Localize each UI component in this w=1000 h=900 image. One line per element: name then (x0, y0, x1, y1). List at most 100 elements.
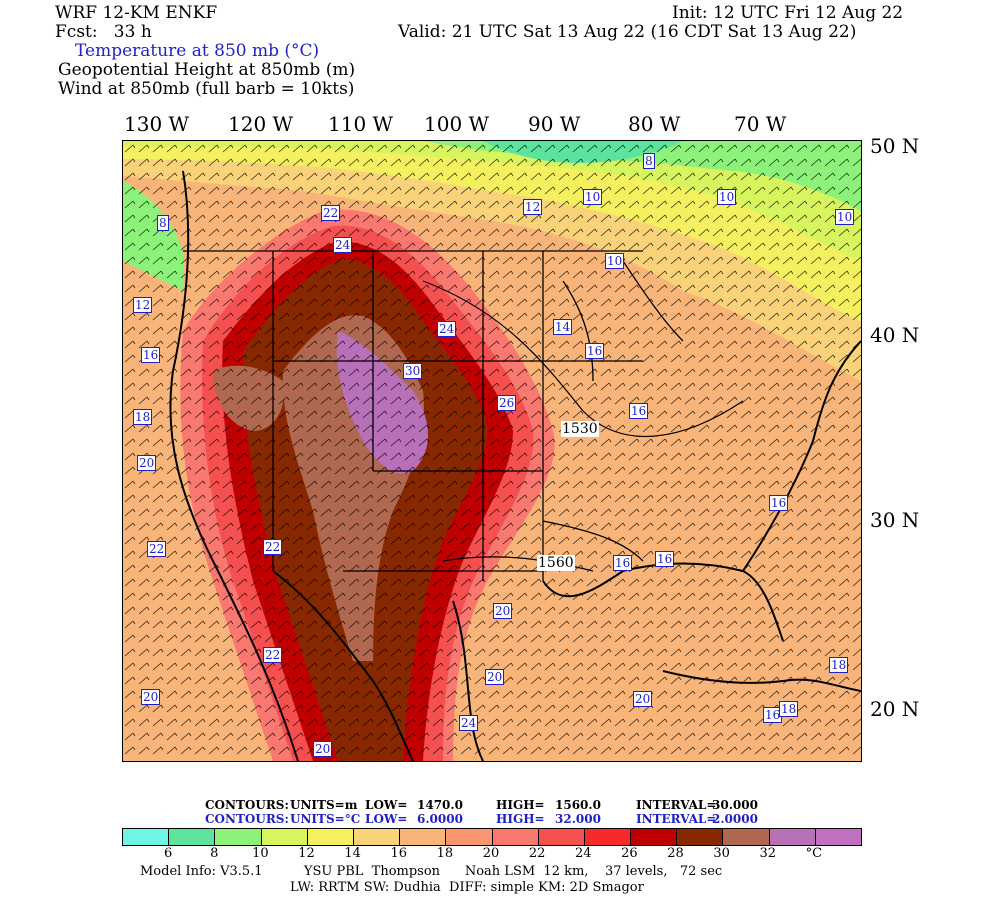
west-coast (169, 170, 299, 761)
temp-contour-label: 22 (147, 541, 167, 557)
model-info: Model Info: V3.5.1 YSU PBL Thompson Noah… (140, 864, 723, 879)
state-borders (183, 250, 644, 581)
lat-label: 50 N (870, 134, 920, 158)
color-bar-swatch (815, 829, 861, 845)
color-bar-tick: 16 (390, 846, 408, 861)
lon-label: 100 W (424, 112, 490, 136)
temp-contour-label: 18 (779, 701, 799, 717)
color-bar-swatch (538, 829, 585, 845)
temp-interval-value: 2.0000 (712, 812, 758, 826)
lon-label: 130 W (124, 112, 190, 136)
temp-low-value: 6.0000 (417, 812, 463, 826)
height-units: UNITS=m (290, 798, 358, 812)
temp-contour-label: 20 (485, 669, 505, 685)
field-wind-title: Wind at 850mb (full barb = 10kts) (58, 79, 355, 99)
lat-label: 30 N (870, 508, 920, 532)
color-bar-tick: 30 (713, 846, 730, 861)
temp-contour-label: 20 (141, 689, 161, 705)
color-bar-swatch (584, 829, 632, 845)
color-bar-tick: 8 (210, 846, 219, 861)
color-bar-tick: 6 (163, 846, 173, 861)
temp-contour-label: 16 (655, 551, 675, 567)
color-bar-swatch (677, 829, 724, 845)
temp-contour-label: 22 (321, 205, 341, 221)
color-bar-swatch (123, 829, 170, 845)
temp-contour-label: 18 (133, 409, 153, 425)
lon-label: 80 W (628, 112, 681, 136)
temp-contour-label: 20 (137, 455, 157, 471)
weather-map: 8 8 10 10 10 10 12 12 14 16 16 16 16 16 … (122, 140, 862, 762)
temp-contour-label: 8 (157, 215, 169, 231)
height-contour-label: 1560 (537, 555, 575, 571)
temp-units: UNITS=°C (290, 812, 361, 826)
color-bar-swatch (631, 829, 678, 845)
height-low-label: LOW= (365, 798, 408, 812)
color-bar-swatch (400, 829, 447, 845)
temp-contour-label: 20 (313, 741, 333, 757)
lon-label: 70 W (734, 112, 787, 136)
temperature-color-bar (122, 828, 862, 846)
great-lakes (562, 260, 684, 382)
temp-contour-label: 16 (613, 555, 633, 571)
color-bar-tick: 22 (528, 846, 546, 861)
model-title: WRF 12-KM ENKF (55, 3, 218, 23)
temp-contour-label: 16 (141, 347, 161, 363)
color-bar-swatch (353, 829, 401, 845)
temp-contour-label: 30 (403, 363, 423, 379)
height-contour-label: CONTOURS: (205, 798, 289, 812)
color-bar-tick: 12 (298, 846, 315, 861)
height-contour (422, 280, 744, 438)
color-bar-tick: 18 (436, 846, 454, 861)
temp-high-label: HIGH= (496, 812, 545, 826)
temp-contour-label: 16 (585, 343, 605, 359)
color-bar-swatch (446, 829, 493, 845)
wind-barbs (123, 141, 861, 761)
mexico-coast (272, 570, 484, 761)
height-high-label: HIGH= (496, 798, 545, 812)
temp-contour-label: 20 (633, 691, 653, 707)
temp-contour-label: 18 (829, 657, 849, 673)
color-bar-swatch (169, 829, 216, 845)
physics-info: LW: RRTM SW: Dudhia DIFF: simple KM: 2D … (290, 880, 644, 895)
color-bar-tick: °C (805, 846, 823, 861)
init-time: Init: 12 UTC Fri 12 Aug 22 (672, 3, 904, 23)
temp-contour-label: 16 (629, 403, 649, 419)
temp-contour-label: 16 (763, 707, 783, 723)
gulf-east-coast (542, 340, 861, 642)
color-bar-swatch (769, 829, 816, 845)
height-high-value: 1560.0 (555, 798, 601, 812)
temp-contour-label: 12 (523, 199, 543, 215)
color-bar-tick: 26 (621, 846, 638, 861)
color-bar-tick: 32 (759, 846, 777, 861)
height-contour-label: 1530 (561, 421, 599, 437)
temp-interval-label: INTERVAL= (636, 812, 717, 826)
temp-contour-label: CONTOURS: (205, 812, 289, 826)
temp-contour-label: 12 (133, 297, 153, 313)
temp-contour-label: 10 (605, 253, 625, 269)
temp-contour-label: 26 (497, 395, 517, 411)
color-bar-swatch (261, 829, 308, 845)
temp-contour-label: 10 (583, 189, 603, 205)
lon-label: 110 W (328, 112, 394, 136)
field-temperature-title: Temperature at 850 mb (°C) (75, 41, 320, 61)
color-bar-swatch (492, 829, 539, 845)
temp-contour-label: 20 (493, 603, 513, 619)
temp-contour-label: 8 (643, 153, 655, 169)
color-bar-tick: 14 (344, 846, 361, 861)
cuba-coast (662, 670, 861, 692)
height-interval-value: 30.000 (712, 798, 758, 812)
map-svg (123, 141, 861, 761)
temp-contour-label: 24 (459, 715, 479, 731)
temp-contour-label: 24 (437, 321, 457, 337)
color-bar-tick: 24 (574, 846, 592, 861)
height-interval-label: INTERVAL= (636, 798, 717, 812)
temp-contour-label: 24 (333, 237, 353, 253)
valid-time: Valid: 21 UTC Sat 13 Aug 22 (16 CDT Sat … (398, 22, 857, 42)
color-bar-tick: 10 (252, 846, 269, 861)
lat-label: 20 N (870, 697, 920, 721)
temp-contour-label: 22 (263, 647, 283, 663)
temp-contour-label: 10 (835, 209, 855, 225)
temp-contour-label: 22 (263, 539, 283, 555)
color-bar-tick: 28 (667, 846, 684, 861)
height-low-value: 1470.0 (417, 798, 463, 812)
